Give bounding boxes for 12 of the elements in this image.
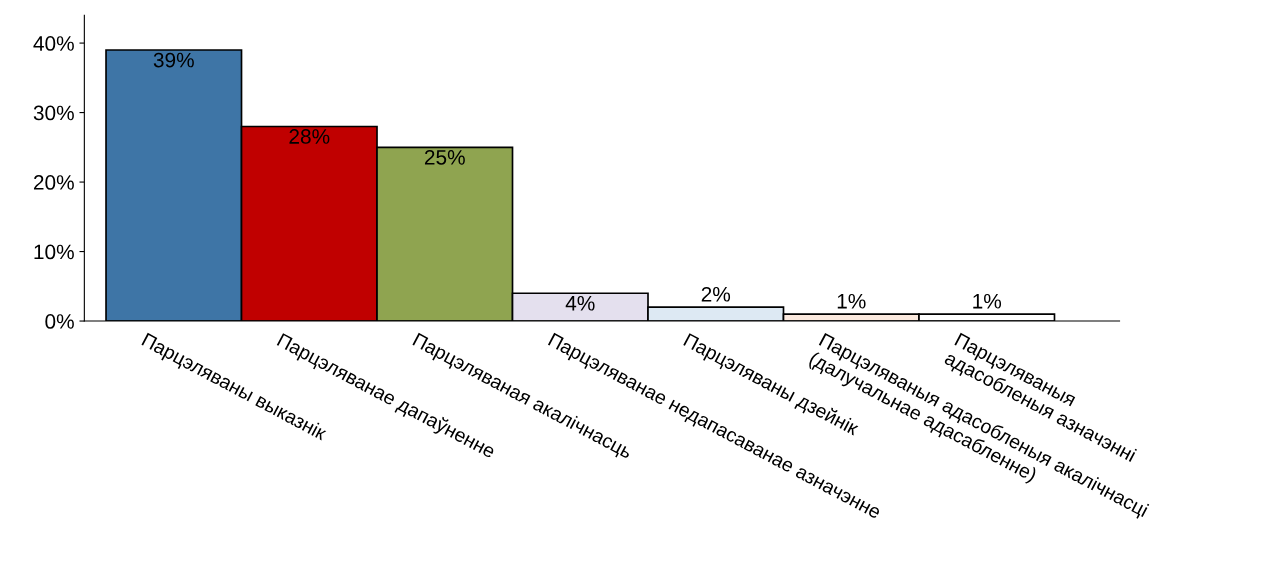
data-label: 25% [424,149,465,165]
data-label: 4% [565,295,595,311]
y-tick-label: 10% [34,244,74,260]
data-label: 1% [837,293,866,309]
y-tick-label: 30% [33,105,74,121]
data-label: 28% [289,129,330,144]
data-label: 2% [701,286,731,302]
y-tick-label: 40% [33,36,74,51]
data-label: 1% [973,293,1002,309]
data-label: 39% [153,52,194,68]
y-tick-label: 0% [45,314,74,329]
y-tick-label: 20% [33,175,74,190]
